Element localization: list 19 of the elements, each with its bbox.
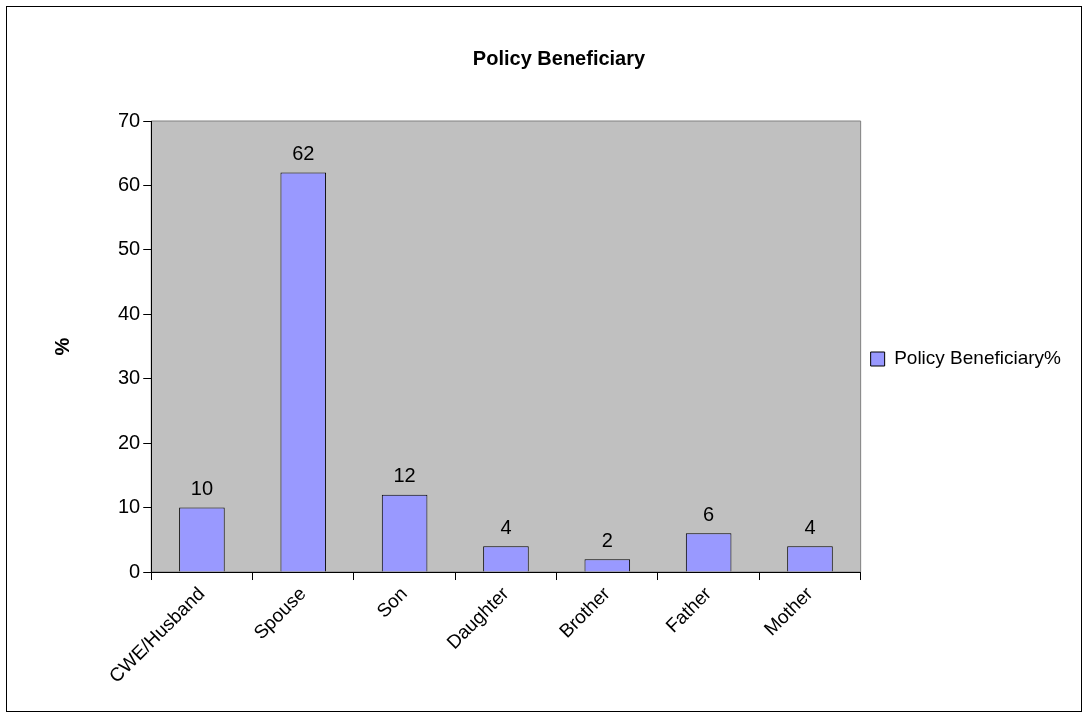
data-label: 4 (500, 515, 512, 538)
y-tick-label: 50 (118, 237, 141, 260)
data-label: 4 (804, 515, 816, 538)
y-tick-label: 10 (118, 495, 141, 518)
y-axis-title: % (50, 337, 73, 356)
y-tick-label: 70 (118, 108, 141, 131)
y-tick-label: 40 (118, 301, 141, 324)
data-label: 2 (601, 528, 613, 551)
x-tick-label: Son (372, 582, 412, 622)
y-tick-label: 20 (118, 430, 141, 453)
y-tick-label: 0 (129, 559, 141, 582)
data-label: 62 (292, 142, 315, 165)
data-label: 6 (703, 502, 715, 525)
chart-title: Policy Beneficiary (472, 46, 647, 69)
data-label: 10 (190, 477, 214, 500)
y-tick-label: 60 (118, 172, 141, 195)
data-label: 12 (393, 464, 416, 487)
legend-label: Policy Beneficiary% (894, 347, 1062, 369)
y-tick-label: 30 (118, 366, 141, 389)
